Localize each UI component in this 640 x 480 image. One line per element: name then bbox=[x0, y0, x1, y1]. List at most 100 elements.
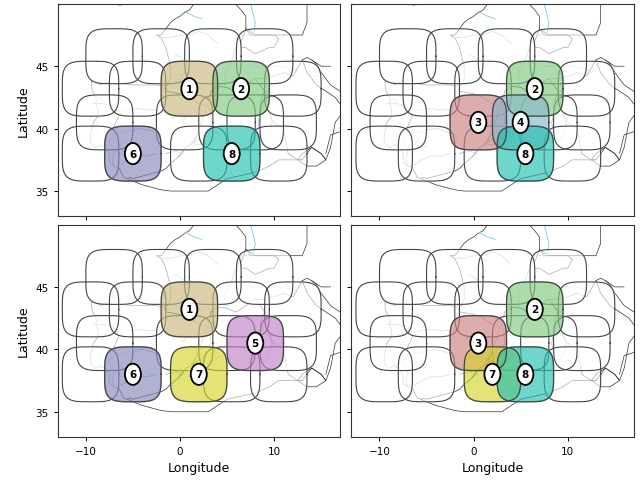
Polygon shape bbox=[185, 30, 241, 84]
Polygon shape bbox=[450, 316, 506, 371]
Polygon shape bbox=[236, 250, 293, 305]
Polygon shape bbox=[133, 250, 189, 305]
Text: 6: 6 bbox=[129, 370, 136, 380]
Polygon shape bbox=[133, 30, 189, 84]
Polygon shape bbox=[380, 30, 436, 84]
Polygon shape bbox=[62, 62, 119, 117]
Circle shape bbox=[513, 112, 529, 134]
Circle shape bbox=[527, 79, 543, 100]
Polygon shape bbox=[497, 127, 554, 182]
Polygon shape bbox=[554, 96, 610, 151]
Text: 7: 7 bbox=[489, 370, 496, 380]
Text: 5: 5 bbox=[252, 338, 259, 348]
Polygon shape bbox=[530, 250, 586, 305]
Polygon shape bbox=[62, 127, 119, 182]
X-axis label: Longitude: Longitude bbox=[168, 461, 230, 474]
Polygon shape bbox=[497, 347, 554, 402]
Polygon shape bbox=[464, 347, 521, 402]
Circle shape bbox=[125, 144, 141, 165]
Polygon shape bbox=[558, 282, 615, 337]
Polygon shape bbox=[558, 62, 615, 117]
Polygon shape bbox=[76, 96, 133, 151]
Polygon shape bbox=[161, 62, 218, 117]
Polygon shape bbox=[464, 127, 521, 182]
Polygon shape bbox=[478, 250, 535, 305]
Polygon shape bbox=[554, 316, 610, 371]
Circle shape bbox=[470, 112, 486, 134]
Text: 2: 2 bbox=[531, 305, 538, 315]
Polygon shape bbox=[109, 62, 166, 117]
Polygon shape bbox=[250, 127, 307, 182]
Circle shape bbox=[470, 333, 486, 354]
Text: 4: 4 bbox=[517, 118, 524, 128]
Polygon shape bbox=[370, 96, 426, 151]
Polygon shape bbox=[62, 347, 119, 402]
Circle shape bbox=[247, 333, 263, 354]
Polygon shape bbox=[105, 347, 161, 402]
Polygon shape bbox=[170, 127, 227, 182]
Polygon shape bbox=[213, 282, 269, 337]
Polygon shape bbox=[227, 96, 284, 151]
Circle shape bbox=[517, 144, 533, 165]
Text: 6: 6 bbox=[129, 149, 136, 159]
Polygon shape bbox=[86, 250, 142, 305]
Circle shape bbox=[181, 79, 197, 100]
Circle shape bbox=[224, 144, 240, 165]
Polygon shape bbox=[450, 96, 506, 151]
Polygon shape bbox=[236, 30, 293, 84]
Polygon shape bbox=[204, 127, 260, 182]
Polygon shape bbox=[161, 282, 218, 337]
Circle shape bbox=[517, 364, 533, 385]
Polygon shape bbox=[156, 316, 213, 371]
Polygon shape bbox=[86, 30, 142, 84]
Polygon shape bbox=[170, 347, 227, 402]
Text: 8: 8 bbox=[228, 149, 236, 159]
Polygon shape bbox=[199, 316, 255, 371]
Polygon shape bbox=[105, 127, 161, 182]
Polygon shape bbox=[544, 127, 601, 182]
Circle shape bbox=[125, 364, 141, 385]
Polygon shape bbox=[380, 250, 436, 305]
Polygon shape bbox=[403, 62, 460, 117]
Polygon shape bbox=[478, 30, 535, 84]
Polygon shape bbox=[398, 127, 455, 182]
Polygon shape bbox=[356, 127, 412, 182]
Polygon shape bbox=[62, 282, 119, 337]
Polygon shape bbox=[398, 347, 455, 402]
Text: 1: 1 bbox=[186, 84, 193, 95]
Circle shape bbox=[484, 364, 500, 385]
Polygon shape bbox=[109, 282, 166, 337]
Circle shape bbox=[191, 364, 207, 385]
Polygon shape bbox=[492, 96, 549, 151]
Y-axis label: Latitude: Latitude bbox=[17, 305, 30, 357]
Y-axis label: Latitude: Latitude bbox=[17, 85, 30, 136]
Polygon shape bbox=[356, 62, 412, 117]
Polygon shape bbox=[455, 62, 511, 117]
Text: 7: 7 bbox=[195, 370, 202, 380]
Polygon shape bbox=[521, 316, 577, 371]
Circle shape bbox=[527, 299, 543, 320]
Polygon shape bbox=[227, 316, 284, 371]
Polygon shape bbox=[199, 96, 255, 151]
Polygon shape bbox=[370, 316, 426, 371]
Polygon shape bbox=[260, 316, 316, 371]
Polygon shape bbox=[250, 347, 307, 402]
Polygon shape bbox=[455, 282, 511, 337]
Polygon shape bbox=[356, 347, 412, 402]
Polygon shape bbox=[521, 96, 577, 151]
Polygon shape bbox=[492, 316, 549, 371]
Circle shape bbox=[181, 299, 197, 320]
Polygon shape bbox=[530, 30, 586, 84]
Polygon shape bbox=[506, 62, 563, 117]
Polygon shape bbox=[185, 250, 241, 305]
Text: 3: 3 bbox=[475, 118, 482, 128]
Polygon shape bbox=[506, 282, 563, 337]
X-axis label: Longitude: Longitude bbox=[461, 461, 524, 474]
Text: 2: 2 bbox=[531, 84, 538, 95]
Polygon shape bbox=[204, 347, 260, 402]
Circle shape bbox=[233, 79, 249, 100]
Polygon shape bbox=[213, 62, 269, 117]
Polygon shape bbox=[260, 96, 316, 151]
Polygon shape bbox=[356, 282, 412, 337]
Polygon shape bbox=[426, 250, 483, 305]
